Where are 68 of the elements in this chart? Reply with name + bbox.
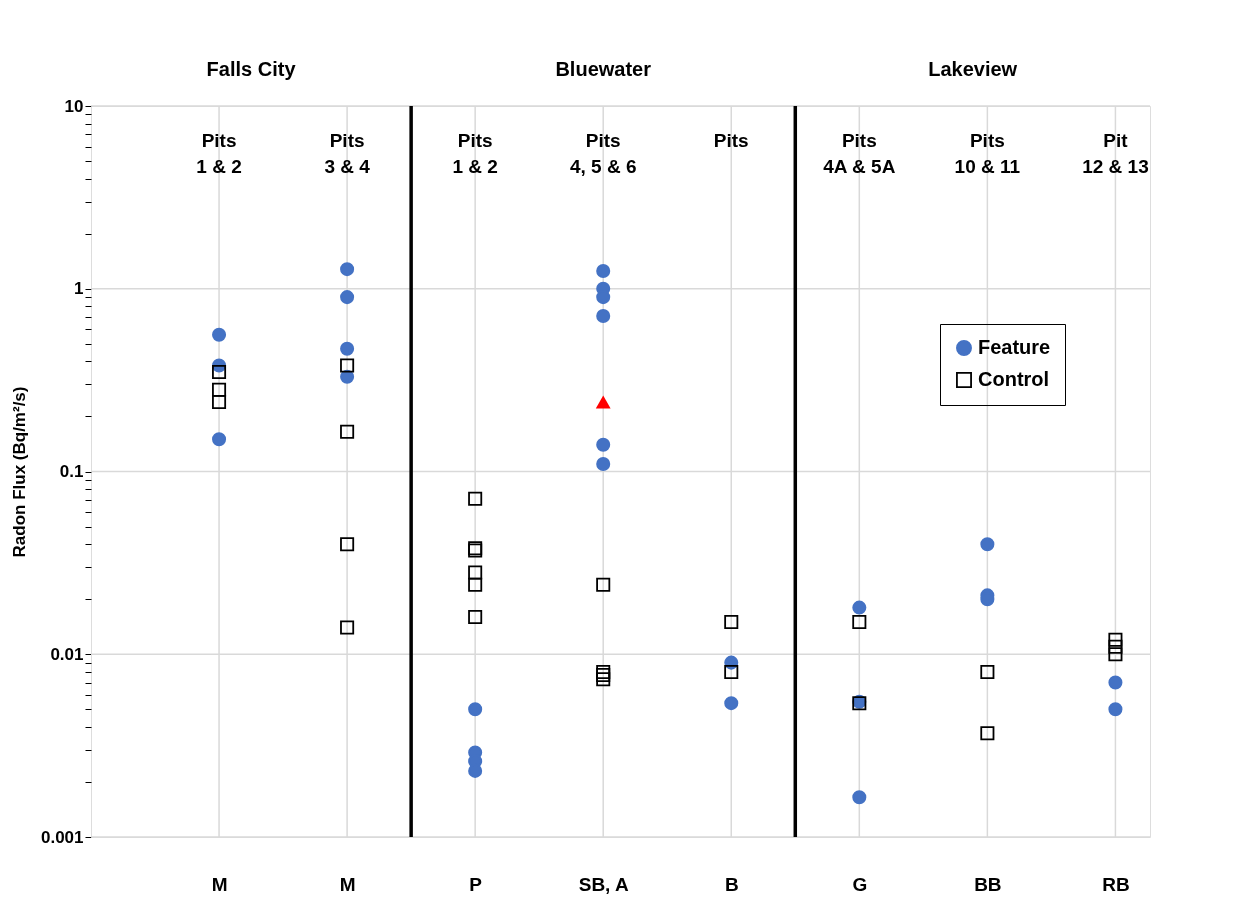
point xyxy=(340,358,355,373)
legend-label: Control xyxy=(978,368,1050,390)
x-tick-label: M xyxy=(339,873,356,895)
point xyxy=(212,327,227,342)
point xyxy=(852,790,867,805)
point xyxy=(596,667,611,683)
point xyxy=(980,664,995,679)
y-axis-title: Radon Flux (Bq/m²/s) xyxy=(9,386,29,558)
point xyxy=(212,365,227,380)
point xyxy=(212,394,227,410)
point xyxy=(596,290,611,305)
annotation: Pits 10 & 11 xyxy=(954,130,1021,177)
point xyxy=(724,664,739,679)
point xyxy=(468,577,483,592)
point xyxy=(340,424,355,439)
point xyxy=(852,615,867,630)
annotation: Pits 3 & 4 xyxy=(324,130,371,177)
point xyxy=(468,491,483,506)
point xyxy=(468,702,483,717)
point xyxy=(980,726,995,741)
point xyxy=(596,456,611,471)
x-tick-label: M xyxy=(211,873,228,895)
point xyxy=(340,537,355,552)
y-tick-label: 10 xyxy=(64,96,84,116)
point xyxy=(1108,675,1123,690)
point xyxy=(1108,632,1123,647)
point xyxy=(340,262,355,277)
point xyxy=(1108,639,1123,654)
annotation: Pits 1 & 2 xyxy=(196,130,242,177)
point xyxy=(340,341,355,356)
x-tick-label: RB xyxy=(1102,873,1130,895)
point xyxy=(595,395,611,409)
text: Bluewater xyxy=(555,58,652,80)
legend-label: Feature xyxy=(978,336,1051,358)
point xyxy=(852,600,867,615)
x-tick-label: SB, A xyxy=(578,873,629,895)
point xyxy=(596,437,611,452)
x-tick-label: G xyxy=(852,873,868,895)
point xyxy=(468,609,483,624)
y-tick-label: 0.001 xyxy=(40,827,84,847)
point xyxy=(596,664,611,679)
point xyxy=(212,382,227,397)
x-tick-label: P xyxy=(469,873,483,895)
text: Lakeview xyxy=(928,58,1018,80)
point xyxy=(724,615,739,630)
point xyxy=(1108,647,1123,662)
annotation: Pits 4, 5 & 6 xyxy=(569,130,637,177)
point xyxy=(212,432,227,447)
x-tick-label: B xyxy=(724,873,739,895)
annotation: Pits xyxy=(713,130,749,151)
y-tick-label: 0.1 xyxy=(59,462,84,481)
annotation: Pits 1 & 2 xyxy=(452,130,498,177)
x-tick-label: BB xyxy=(974,873,1002,895)
annotation: Pit 12 & 13 xyxy=(1082,130,1149,177)
annotation: Pits 4A & 5A xyxy=(823,130,896,177)
point xyxy=(596,264,611,279)
point xyxy=(980,537,995,552)
point xyxy=(596,577,611,592)
point xyxy=(340,620,355,635)
point xyxy=(340,290,355,305)
point xyxy=(596,308,611,323)
point xyxy=(596,672,611,687)
y-tick-label: 0.01 xyxy=(50,644,84,664)
point xyxy=(468,565,483,580)
point xyxy=(724,696,739,711)
text: Falls City xyxy=(206,58,297,80)
y-tick-label: 1 xyxy=(74,279,84,299)
point xyxy=(1108,702,1123,717)
